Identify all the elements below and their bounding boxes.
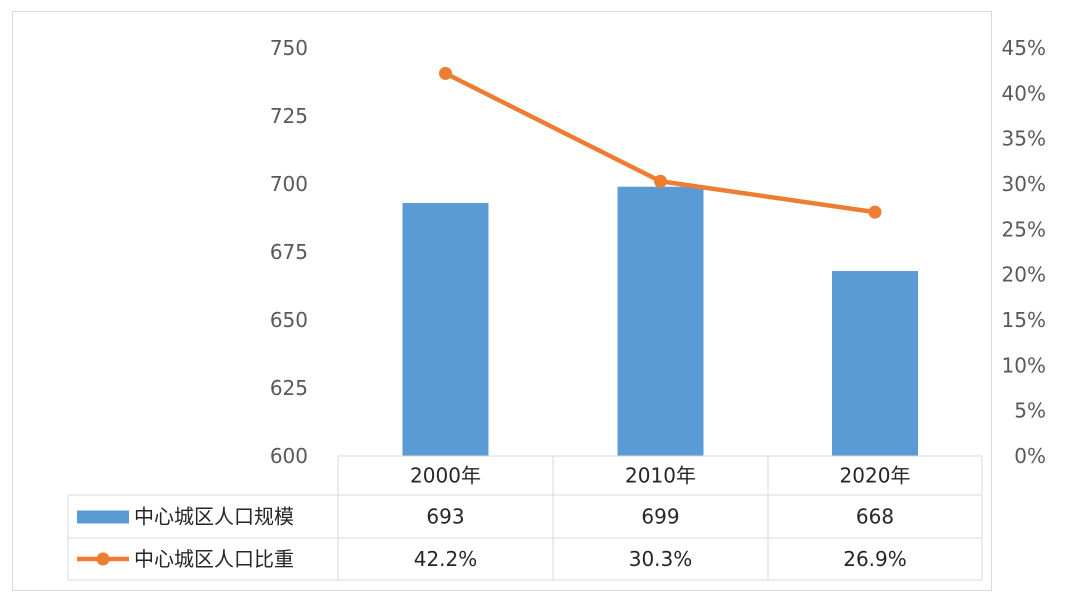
table-cell-value: 42.2% [414, 547, 478, 571]
category-label: 2000年 [410, 464, 481, 488]
right-axis-tick-label: 25% [1002, 217, 1046, 241]
left-axis-tick-label: 675 [270, 240, 308, 264]
left-axis-tick-label: 600 [270, 444, 308, 468]
line-point [439, 66, 452, 80]
left-axis-tick-label: 625 [270, 376, 308, 400]
line-point [654, 174, 667, 188]
right-axis-tick-label: 20% [1002, 263, 1046, 287]
line-layer [439, 66, 882, 219]
left-axis-tick-label: 750 [270, 36, 308, 60]
left-axis-tick-label: 725 [270, 104, 308, 128]
right-axis-tick-label: 15% [1002, 308, 1046, 332]
table-cell-value: 693 [426, 505, 464, 529]
left-axis-tick-label: 700 [270, 172, 308, 196]
right-axis-tick-label: 10% [1002, 353, 1046, 377]
left-axis-tick-label: 650 [270, 308, 308, 332]
right-axis-tick-label: 5% [1014, 399, 1046, 423]
right-axis-tick-label: 0% [1014, 444, 1046, 468]
chart-frame [12, 11, 992, 591]
table-cell-value: 30.3% [629, 547, 693, 571]
right-axis-tick-label: 40% [1002, 81, 1046, 105]
legend-key-bar [77, 510, 129, 524]
category-label: 2010年 [625, 464, 696, 488]
table-cell-value: 699 [641, 505, 679, 529]
table-cell-value: 26.9% [843, 547, 907, 571]
legend-label: 中心城区人口规模 [134, 505, 294, 529]
right-axis-tick-label: 30% [1002, 172, 1046, 196]
right-axis-ticks: 0% 5% 10% 15% 20% 25% 30% 35% 40% 45% [1002, 36, 1046, 468]
legend-key-marker [96, 552, 110, 566]
left-axis-ticks: 600 625 650 675 700 725 750 [270, 36, 308, 468]
right-axis-tick-label: 45% [1002, 36, 1046, 60]
table-cell-value: 668 [856, 505, 894, 529]
right-axis-tick-label: 35% [1002, 127, 1046, 151]
category-label: 2020年 [840, 464, 911, 488]
caption-strip [0, 596, 1080, 609]
bar [402, 203, 489, 456]
legend-label: 中心城区人口比重 [134, 547, 294, 571]
line-point [868, 205, 882, 219]
bar [832, 271, 918, 456]
bar [617, 186, 704, 456]
bars [402, 186, 918, 456]
